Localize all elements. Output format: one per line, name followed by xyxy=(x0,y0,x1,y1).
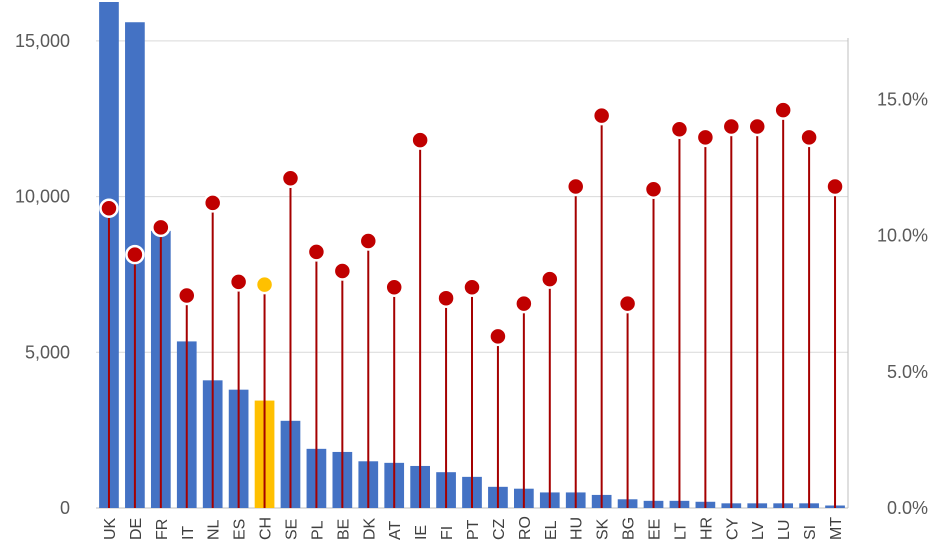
y-right-tick-label: 10.0% xyxy=(877,226,928,246)
dot-fi xyxy=(436,288,456,308)
category-label: DK xyxy=(361,517,378,540)
category-label: FI xyxy=(439,526,456,540)
category-label: MT xyxy=(828,517,845,540)
dot-at xyxy=(384,277,404,298)
dot-pl xyxy=(306,242,327,262)
category-label: LU xyxy=(776,520,793,540)
category-label: PT xyxy=(465,519,482,540)
dot-hr xyxy=(695,127,716,148)
dot-bg xyxy=(617,293,638,314)
lollipop-stems xyxy=(107,110,837,508)
category-label: UK xyxy=(102,517,119,540)
category-label: ES xyxy=(232,519,249,540)
lollipop-dots xyxy=(99,100,845,347)
dot-cy xyxy=(721,116,742,137)
y-right-tick-label: 0.0% xyxy=(887,498,928,518)
dot-si xyxy=(799,127,819,148)
y-left-tick-label: 5,000 xyxy=(25,342,70,362)
category-label: CZ xyxy=(491,518,508,540)
y-right-tick-label: 5.0% xyxy=(887,362,928,382)
category-label: SI xyxy=(802,525,819,540)
category-label: LT xyxy=(672,522,689,540)
x-axis-categories: UK DE FR IT NL ES CH SE PL BE DK AT IE FI PT CZ RO EL HU SK… xyxy=(102,516,845,540)
dot-it xyxy=(177,285,197,306)
category-label: SK xyxy=(595,518,612,540)
category-label: FR xyxy=(154,519,171,540)
dot-uk xyxy=(99,198,119,219)
category-label: EL xyxy=(543,520,560,540)
y-right-tick-label: 15.0% xyxy=(877,89,928,109)
y-left-tick-label: 10,000 xyxy=(15,187,70,207)
category-label: BG xyxy=(621,517,638,540)
category-label: NL xyxy=(206,519,223,540)
category-label: RO xyxy=(517,516,534,540)
dot-mt xyxy=(825,176,845,197)
dot-se xyxy=(280,168,301,189)
dot-fr xyxy=(151,217,171,238)
dot-de xyxy=(125,244,145,265)
dot-ie xyxy=(410,130,430,150)
y-left-tick-label: 15,000 xyxy=(15,31,70,51)
category-label: PL xyxy=(309,520,326,540)
y-left-tick-label: 0 xyxy=(60,498,70,518)
dot-el xyxy=(540,269,560,289)
dot-lu xyxy=(773,100,793,120)
dot-ee xyxy=(643,179,664,199)
dot-sk xyxy=(591,105,612,126)
y-axis-left: 0 5,000 10,000 15,000 xyxy=(15,31,70,518)
dot-pt xyxy=(462,277,482,298)
category-label: HR xyxy=(698,517,715,540)
dot-hu xyxy=(565,176,586,197)
category-label: DE xyxy=(128,518,145,540)
category-label: HU xyxy=(569,517,586,540)
dot-ch xyxy=(254,274,275,295)
dot-lt xyxy=(669,119,690,139)
dot-be xyxy=(332,261,353,281)
category-label: AT xyxy=(387,521,404,540)
category-label: CY xyxy=(724,517,741,540)
category-label: BE xyxy=(335,519,352,540)
category-label: LV xyxy=(750,521,767,540)
category-label: CH xyxy=(258,517,275,540)
dot-cz xyxy=(488,326,508,347)
dot-ro xyxy=(514,293,534,314)
dot-es xyxy=(228,272,249,292)
category-label: SE xyxy=(283,519,300,540)
dot-lv xyxy=(747,116,767,137)
dot-dk xyxy=(358,231,379,251)
category-label: EE xyxy=(647,519,664,540)
category-label: IE xyxy=(413,525,430,540)
y-axis-right: 0.0% 5.0% 10.0% 15.0% xyxy=(847,38,928,518)
dot-nl xyxy=(202,193,223,213)
category-label: IT xyxy=(180,526,197,540)
